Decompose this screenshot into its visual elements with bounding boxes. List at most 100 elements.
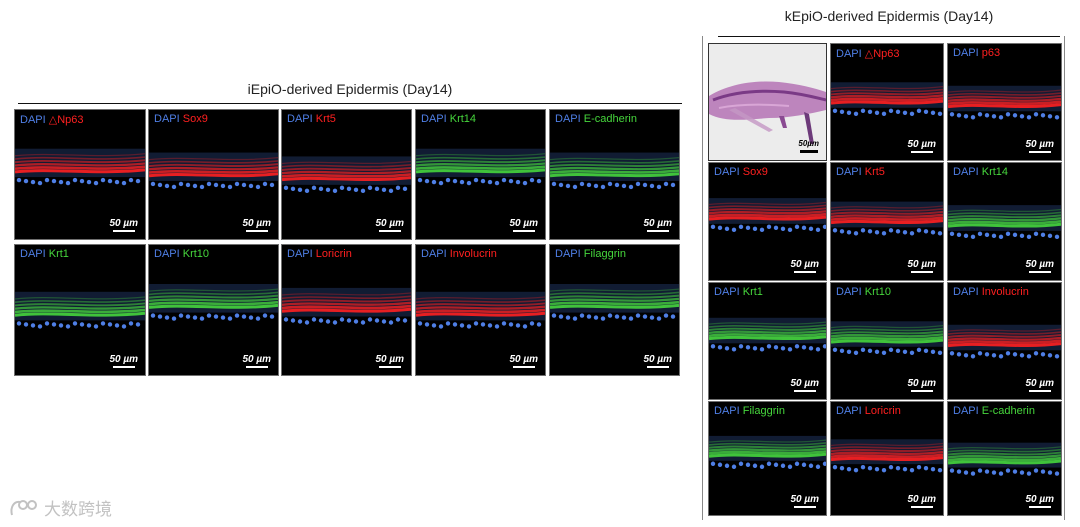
- scale-bar-text: 50 µm: [109, 354, 138, 365]
- panel-label: DAPI Filaggrin: [555, 248, 626, 260]
- micrograph-image: [831, 321, 943, 355]
- marker-label: Involucrin: [981, 286, 1029, 298]
- dapi-label: DAPI: [555, 248, 581, 260]
- scale-bar-text: 50 µm: [907, 139, 936, 150]
- dapi-label: DAPI: [953, 286, 979, 298]
- right-panel-ecadherin: DAPI E-cadherin 50 µm: [947, 401, 1062, 516]
- dapi-label: DAPI: [836, 286, 862, 298]
- marker-label: p63: [981, 47, 1001, 59]
- left-panel-dnp63: DAPI △Np63 50 µm: [14, 109, 146, 240]
- scale-bar-text: 50 µm: [907, 378, 936, 389]
- dapi-label: DAPI: [836, 405, 862, 417]
- dapi-label: DAPI: [714, 405, 740, 417]
- right-title-rule: [718, 36, 1060, 37]
- scale-bar: 50 µm: [375, 354, 404, 368]
- panel-label: DAPI Involucrin: [421, 248, 497, 260]
- right-panel-involucrin: DAPI Involucrin 50 µm: [947, 282, 1062, 400]
- micrograph-image: [15, 291, 145, 329]
- scale-bar: 50 µm: [907, 494, 936, 508]
- watermark: 大数跨境: [8, 495, 112, 520]
- panel-label: DAPI Krt14: [953, 166, 1008, 178]
- scale-bar-text: 50 µm: [643, 218, 672, 229]
- scale-bar: 50 µm: [907, 259, 936, 273]
- dapi-label: DAPI: [287, 248, 313, 260]
- left-panel-krt14: DAPI Krt14 50 µm: [415, 109, 546, 240]
- dapi-label: DAPI: [714, 166, 740, 178]
- scale-bar: 50 µm: [907, 378, 936, 392]
- dapi-label: DAPI: [421, 248, 447, 260]
- micrograph-image: [948, 85, 1061, 120]
- scale-bar-text: 50 µm: [242, 354, 271, 365]
- marker-label: △Np63: [864, 48, 900, 60]
- marker-label: Sox9: [742, 166, 768, 178]
- dapi-label: DAPI: [287, 113, 313, 125]
- micrograph-image: [831, 439, 943, 473]
- scale-bar: 50 µm: [790, 259, 819, 273]
- panel-label: DAPI Sox9: [714, 166, 768, 178]
- right-panel-krt1: DAPI Krt1 50 µm: [708, 282, 827, 400]
- panel-label: DAPI Krt5: [287, 113, 336, 125]
- micrograph-image: [15, 148, 145, 186]
- scale-bar: 50 µm: [790, 494, 819, 508]
- micrograph-image: [149, 152, 278, 190]
- he-stain-panel: 50µm: [708, 43, 827, 161]
- right-panel-filaggrin: DAPI Filaggrin 50 µm: [708, 401, 827, 516]
- dapi-label: DAPI: [836, 48, 862, 60]
- marker-label: Krt5: [315, 113, 336, 125]
- marker-label: Loricrin: [864, 405, 901, 417]
- dapi-label: DAPI: [421, 113, 447, 125]
- left-panel-loricrin: DAPI Loricrin 50 µm: [281, 244, 412, 376]
- scale-bar: 50 µm: [109, 218, 138, 232]
- panel-label: DAPI Krt10: [154, 248, 209, 260]
- left-panel-ecadherin: DAPI E-cadherin 50 µm: [549, 109, 680, 240]
- left-panel-krt5: DAPI Krt5 50 µm: [281, 109, 412, 240]
- scale-bar-text: 50 µm: [1025, 139, 1054, 150]
- panel-label: DAPI Krt1: [714, 286, 763, 298]
- he-tissue-image: [709, 81, 826, 144]
- scale-bar-text: 50 µm: [907, 259, 936, 270]
- micrograph-image: [550, 152, 679, 190]
- scale-bar: 50 µm: [643, 354, 672, 368]
- micrograph-image: [550, 284, 679, 321]
- panel-label: DAPI Involucrin: [953, 286, 1029, 298]
- scale-bar: 50 µm: [509, 354, 538, 368]
- scale-bar: 50 µm: [907, 139, 936, 153]
- dapi-label: DAPI: [154, 248, 180, 260]
- watermark-text: 大数跨境: [44, 500, 112, 519]
- scale-bar: 50 µm: [1025, 494, 1054, 508]
- panel-label: DAPI Sox9: [154, 113, 208, 125]
- dapi-label: DAPI: [154, 113, 180, 125]
- panel-label: DAPI Krt10: [836, 286, 891, 298]
- right-panel-dnp63: DAPI △Np63 50 µm: [830, 43, 944, 161]
- panel-label: DAPI p63: [953, 47, 1000, 59]
- marker-label: Krt10: [864, 286, 892, 298]
- micrograph-image: [282, 287, 411, 325]
- dapi-label: DAPI: [714, 286, 740, 298]
- right-panel-krt5: DAPI Krt5 50 µm: [830, 162, 944, 281]
- marker-label: Krt1: [48, 248, 69, 260]
- panel-label: DAPI E-cadherin: [555, 113, 637, 125]
- dapi-label: DAPI: [20, 114, 46, 126]
- scale-bar: 50 µm: [375, 218, 404, 232]
- micrograph-image: [709, 435, 826, 469]
- panel-label: DAPI Krt1: [20, 248, 69, 260]
- panel-label: DAPI Krt14: [421, 113, 476, 125]
- micrograph-image: [948, 324, 1061, 359]
- dapi-label: DAPI: [953, 405, 979, 417]
- panel-label: DAPI Loricrin: [287, 248, 352, 260]
- scale-bar: 50µm: [798, 138, 819, 153]
- marker-label: Krt1: [742, 286, 763, 298]
- micrograph-image: [149, 284, 278, 321]
- right-panel-krt10: DAPI Krt10 50 µm: [830, 282, 944, 400]
- dapi-label: DAPI: [20, 248, 46, 260]
- left-panel-krt1: DAPI Krt1 50 µm: [14, 244, 146, 376]
- scale-bar-text: 50 µm: [509, 218, 538, 229]
- scale-bar-text: 50 µm: [907, 494, 936, 505]
- panel-label: DAPI Loricrin: [836, 405, 901, 417]
- scale-bar: 50 µm: [509, 218, 538, 232]
- dapi-label: DAPI: [555, 113, 581, 125]
- micrograph-image: [948, 205, 1061, 240]
- panel-label: DAPI E-cadherin: [953, 405, 1035, 417]
- right-panel-loricrin: DAPI Loricrin 50 µm: [830, 401, 944, 516]
- marker-label: Loricrin: [315, 248, 352, 260]
